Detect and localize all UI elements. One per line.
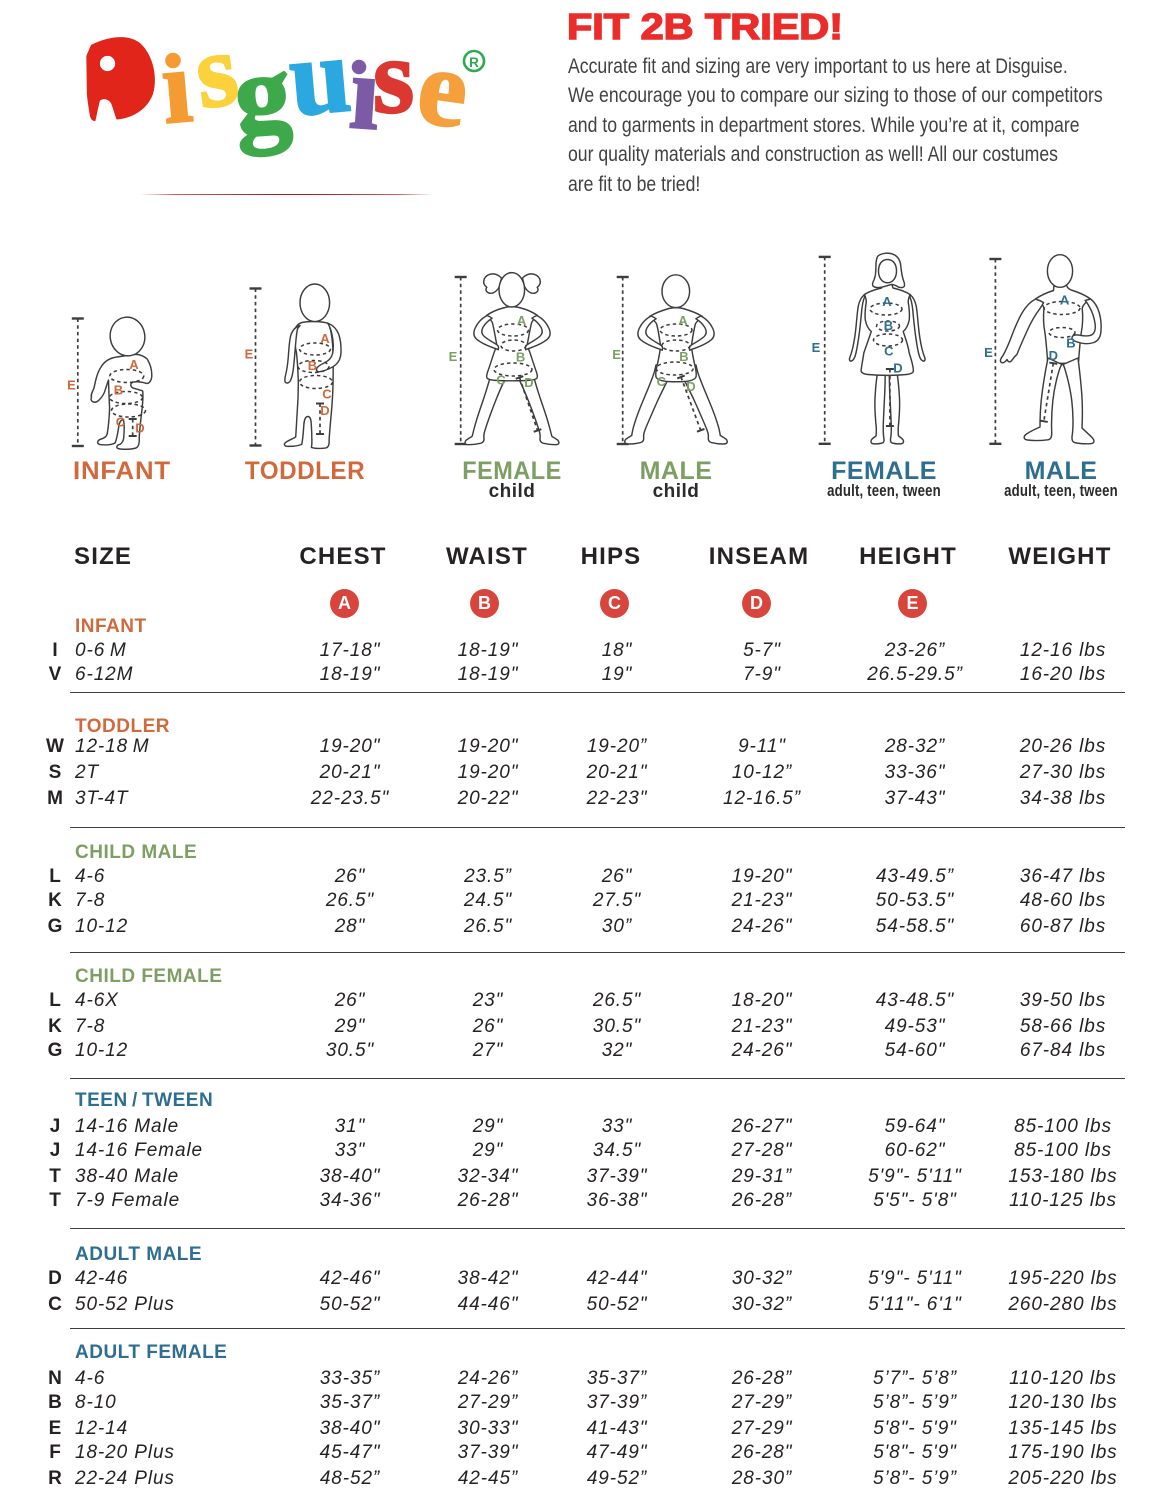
svg-text:R: R [469, 55, 479, 70]
svg-text:A: A [1060, 293, 1070, 308]
svg-text:D: D [135, 421, 144, 436]
svg-text:D: D [1049, 348, 1058, 363]
svg-text:A: A [129, 357, 139, 372]
svg-text:C: C [496, 373, 506, 388]
svg-text:E: E [245, 347, 254, 362]
svg-text:s: s [373, 18, 414, 135]
svg-text:B: B [884, 318, 893, 333]
svg-text:A: A [517, 313, 527, 328]
svg-text:D: D [893, 361, 902, 376]
svg-text:B: B [679, 349, 688, 364]
svg-text:u: u [285, 15, 355, 139]
svg-text:B: B [516, 350, 525, 365]
svg-text:E: E [612, 347, 621, 362]
svg-text:D: D [320, 403, 329, 418]
svg-text:C: C [322, 387, 332, 402]
svg-text:D: D [686, 379, 695, 394]
svg-text:E: E [449, 349, 458, 364]
svg-text:E: E [67, 378, 76, 393]
svg-text:B: B [1066, 336, 1075, 351]
svg-text:E: E [984, 345, 993, 360]
svg-text:B: B [308, 358, 317, 373]
svg-text:A: A [678, 313, 688, 328]
svg-text:D: D [524, 375, 533, 390]
svg-text:A: A [882, 294, 892, 309]
svg-text:A: A [320, 331, 330, 346]
svg-text:C: C [116, 415, 126, 430]
svg-text:g: g [230, 30, 295, 158]
svg-text:C: C [657, 374, 667, 389]
svg-text:B: B [114, 383, 123, 398]
svg-text:C: C [884, 344, 894, 359]
svg-text:E: E [812, 340, 821, 355]
